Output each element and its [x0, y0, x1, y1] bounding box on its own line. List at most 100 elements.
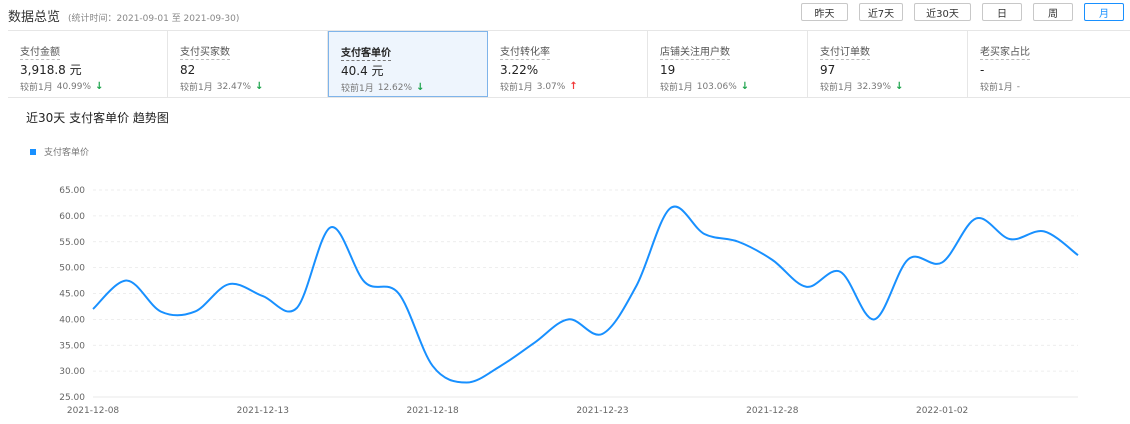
data-point[interactable]: 2021-12-17: 45 [395, 290, 403, 298]
kpi-label: 支付客单价 [341, 48, 391, 61]
data-point[interactable]: 2021-12-10: 41.5 [157, 308, 165, 316]
overview-header: 数据总览 (统计时间：2021-09-01 至 2021-09-30) [8, 6, 240, 25]
data-point[interactable]: 2021-12-13: 44.5 [259, 292, 267, 300]
kpi-value: 3.22% [500, 63, 539, 77]
data-point[interactable]: 2021-12-09: 47.5 [123, 277, 131, 285]
data-point[interactable]: 2022-01-04: 55.5 [1006, 235, 1014, 243]
x-tick-label: 2021-12-08 [67, 406, 120, 416]
y-tick-label: 55.00 [59, 238, 85, 248]
kpi-value: 3,918.8 元 [20, 63, 82, 77]
kpi-value: 19 [660, 63, 676, 77]
x-tick-label: 2021-12-28 [746, 406, 799, 416]
kpi-label: 店铺关注用户数 [660, 47, 730, 60]
kpi-card-returning-buyer-ratio[interactable]: 老买家占比 - 较前1月 - [968, 31, 1130, 97]
data-point[interactable]: 2021-12-22: 40 [565, 315, 573, 323]
range-button-30-days[interactable]: 近30天 [914, 3, 971, 21]
data-point[interactable]: 2021-12-12: 46.8 [225, 280, 233, 288]
data-point[interactable]: 2021-12-25: 61.5 [666, 204, 674, 212]
chart-grid [93, 189, 1078, 398]
data-point[interactable]: 2021-12-24: 46.5 [632, 282, 640, 290]
trend-line-chart: 25.00 30.00 35.00 40.00 45.00 50.00 55.00 60.00… [59, 186, 1082, 416]
range-button-week[interactable]: 周 [1033, 3, 1073, 21]
chart-legend[interactable]: 支付客单价 [30, 145, 89, 158]
data-point[interactable]: 2021-12-18: 31 [429, 362, 437, 370]
compare-value: - [1016, 81, 1020, 92]
kpi-label: 老买家占比 [980, 47, 1030, 60]
kpi-compare: 较前1月 32.47% ↓ [180, 80, 327, 93]
series-line [92, 205, 1079, 384]
kpi-card-paying-buyers[interactable]: 支付买家数 82 较前1月 32.47% ↓ [168, 31, 328, 97]
data-point[interactable]: 2021-12-26: 56.5 [700, 230, 708, 238]
y-axis-labels: 25.00 30.00 35.00 40.00 45.00 50.00 55.00 60.00… [59, 186, 85, 403]
data-point[interactable]: 2021-12-27: 55 [734, 238, 742, 246]
y-tick-label: 45.00 [59, 290, 85, 300]
range-button-7-days[interactable]: 近7天 [859, 3, 903, 21]
data-point[interactable]: 2021-12-21: 35.5 [531, 339, 539, 347]
kpi-card-store-followers[interactable]: 店铺关注用户数 19 较前1月 103.06% ↓ [648, 31, 808, 97]
range-button-day[interactable]: 日 [982, 3, 1022, 21]
range-button-yesterday[interactable]: 昨天 [801, 3, 848, 21]
y-tick-label: 50.00 [59, 264, 85, 274]
kpi-label: 支付金额 [20, 47, 60, 60]
kpi-card-payment-amount[interactable]: 支付金额 3,918.8 元 较前1月 40.99% ↓ [8, 31, 168, 97]
compare-value: 32.47% [216, 81, 252, 92]
chart-title: 近30天 支付客单价 趋势图 [26, 111, 169, 125]
arrow-down-icon: ↓ [895, 81, 904, 92]
data-point[interactable]: 2021-12-15: 57.8 [327, 223, 335, 231]
range-selector: 昨天 近7天 近30天 日 周 月 [801, 3, 1124, 21]
compare-label: 较前1月 [180, 83, 213, 93]
compare-value: 103.06% [696, 81, 737, 92]
compare-value: 3.07% [536, 81, 566, 92]
series-layer: 2021-12-08: 42 2021-12-09: 47.5 2021-12-10… [89, 204, 1082, 387]
kpi-card-paid-orders[interactable]: 支付订单数 97 较前1月 32.39% ↓ [808, 31, 968, 97]
data-point[interactable]: 2021-12-08: 42 [89, 305, 97, 313]
data-point[interactable]: 2022-01-01: 51.6 [904, 255, 912, 263]
data-point[interactable]: 2021-12-19: 27.8 [463, 379, 471, 387]
kpi-compare: 较前1月 - [980, 80, 1130, 94]
kpi-value: - [980, 63, 985, 77]
kpi-compare: 较前1月 32.39% ↓ [820, 80, 967, 93]
kpi-label: 支付订单数 [820, 47, 870, 60]
data-point[interactable]: 2021-12-31: 40 [870, 315, 878, 323]
y-tick-label: 35.00 [59, 341, 85, 351]
kpi-compare: 较前1月 12.62% ↓ [341, 81, 487, 94]
compare-value: 40.99% [56, 81, 92, 92]
kpi-compare: 较前1月 103.06% ↓ [660, 80, 807, 93]
kpi-value: 40.4 元 [341, 64, 384, 78]
kpi-compare: 较前1月 40.99% ↓ [20, 80, 167, 93]
data-point[interactable]: 2021-12-14: 42.2 [293, 304, 301, 312]
data-point[interactable]: 2022-01-02: 51 [938, 258, 946, 266]
range-button-month[interactable]: 月 [1084, 3, 1124, 21]
compare-value: 32.39% [856, 81, 892, 92]
data-point[interactable]: 2021-12-16: 47.2 [361, 278, 369, 286]
x-tick-label: 2021-12-23 [576, 406, 628, 416]
y-tick-label: 40.00 [59, 315, 85, 325]
y-tick-label: 60.00 [59, 212, 85, 222]
data-point[interactable]: 2022-01-03: 59.5 [972, 214, 980, 222]
page-title: 数据总览 [8, 10, 61, 25]
data-point[interactable]: 2021-12-29: 46.3 [802, 283, 810, 291]
data-point[interactable]: 2021-12-11: 41.5 [191, 308, 199, 316]
stat-period: (统计时间：2021-09-01 至 2021-09-30) [68, 14, 240, 24]
data-point[interactable]: 2021-12-20: 31 [497, 362, 505, 370]
data-point[interactable]: 2021-12-28: 51.5 [768, 256, 776, 264]
data-point[interactable]: 2022-01-05: 57 [1040, 227, 1048, 235]
data-point[interactable]: 2021-12-30: 49.2 [836, 268, 844, 276]
kpi-label: 支付买家数 [180, 47, 230, 60]
arrow-down-icon: ↓ [740, 81, 750, 92]
legend-swatch [30, 148, 36, 155]
compare-label: 较前1月 [20, 83, 53, 93]
arrow-down-icon: ↓ [95, 81, 104, 92]
y-tick-label: 30.00 [59, 367, 85, 377]
compare-label: 较前1月 [660, 83, 693, 93]
data-point[interactable]: 2021-12-23: 37.2 [598, 330, 606, 338]
data-point[interactable]: 2022-01-06: 52.4 [1074, 251, 1082, 259]
kpi-card-conversion-rate[interactable]: 支付转化率 3.22% 较前1月 3.07% ↑ [488, 31, 648, 97]
arrow-up-icon: ↑ [569, 81, 578, 92]
x-tick-label: 2021-12-13 [237, 406, 289, 416]
y-tick-label: 65.00 [59, 186, 85, 196]
kpi-card-avg-order-value[interactable]: 支付客单价 40.4 元 较前1月 12.62% ↓ [328, 31, 488, 97]
x-axis-labels: 2021-12-08 2021-12-13 2021-12-18 2021-12-23… [67, 406, 968, 416]
kpi-value: 97 [820, 63, 836, 77]
compare-label: 较前1月 [980, 83, 1013, 93]
